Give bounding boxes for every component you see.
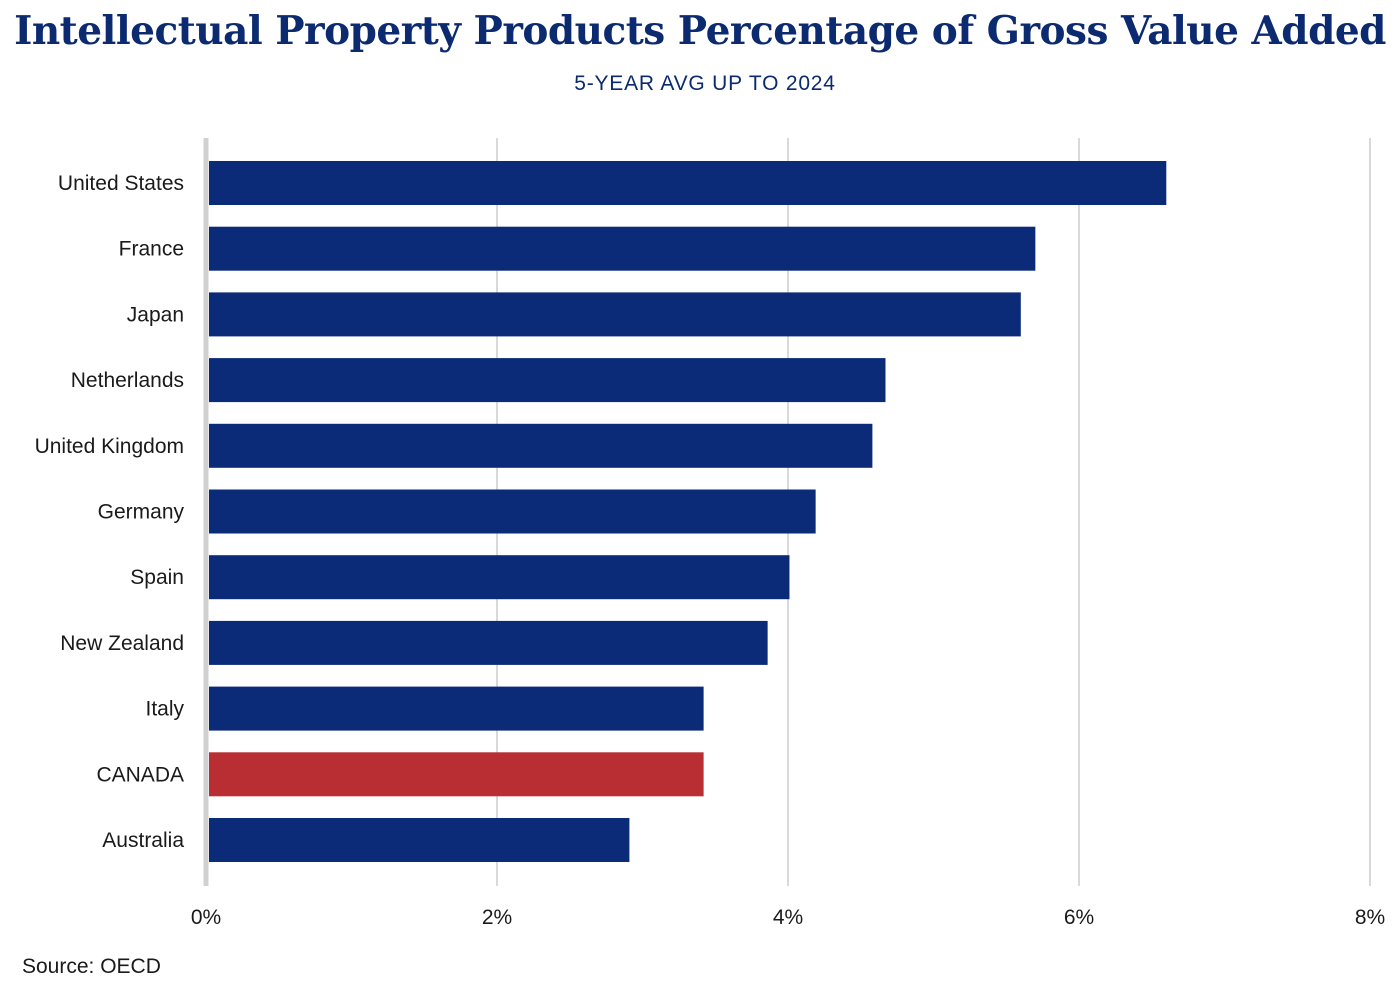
category-label: France <box>119 238 184 261</box>
bar <box>209 686 704 731</box>
bar <box>209 489 816 534</box>
category-label: Japan <box>127 303 184 326</box>
category-label: United States <box>58 172 184 195</box>
bar <box>209 555 790 600</box>
category-labels: United States France Japan Netherlands Unite… <box>35 172 185 852</box>
category-label: New Zealand <box>60 632 184 655</box>
x-tick-label: 6% <box>1064 906 1094 929</box>
x-tick-label: 8% <box>1355 906 1385 929</box>
chart-title: Intellectual Property Products Percentag… <box>14 8 1386 54</box>
category-label: United Kingdom <box>35 435 184 458</box>
category-label: CANADA <box>96 763 184 786</box>
bars <box>209 161 1167 862</box>
bar <box>209 423 873 468</box>
bar <box>209 620 768 665</box>
chart-subtitle: 5-YEAR AVG UP TO 2024 <box>574 72 836 95</box>
x-tick-label: 2% <box>482 906 512 929</box>
x-tick-labels: 0% 2% 4% 6% 8% <box>191 906 1385 929</box>
x-tick-label: 4% <box>773 906 803 929</box>
category-label: Germany <box>98 501 185 524</box>
bar <box>209 818 630 862</box>
source-note: Source: OECD <box>22 955 161 978</box>
category-label: Netherlands <box>71 369 184 392</box>
x-tick-label: 0% <box>191 906 221 929</box>
bar <box>209 226 1036 271</box>
bar <box>209 292 1021 337</box>
bar <box>209 752 704 797</box>
category-label: Italy <box>145 698 184 721</box>
bar <box>209 161 1167 205</box>
category-label: Australia <box>102 829 184 852</box>
bar <box>209 358 886 403</box>
category-label: Spain <box>130 566 184 589</box>
